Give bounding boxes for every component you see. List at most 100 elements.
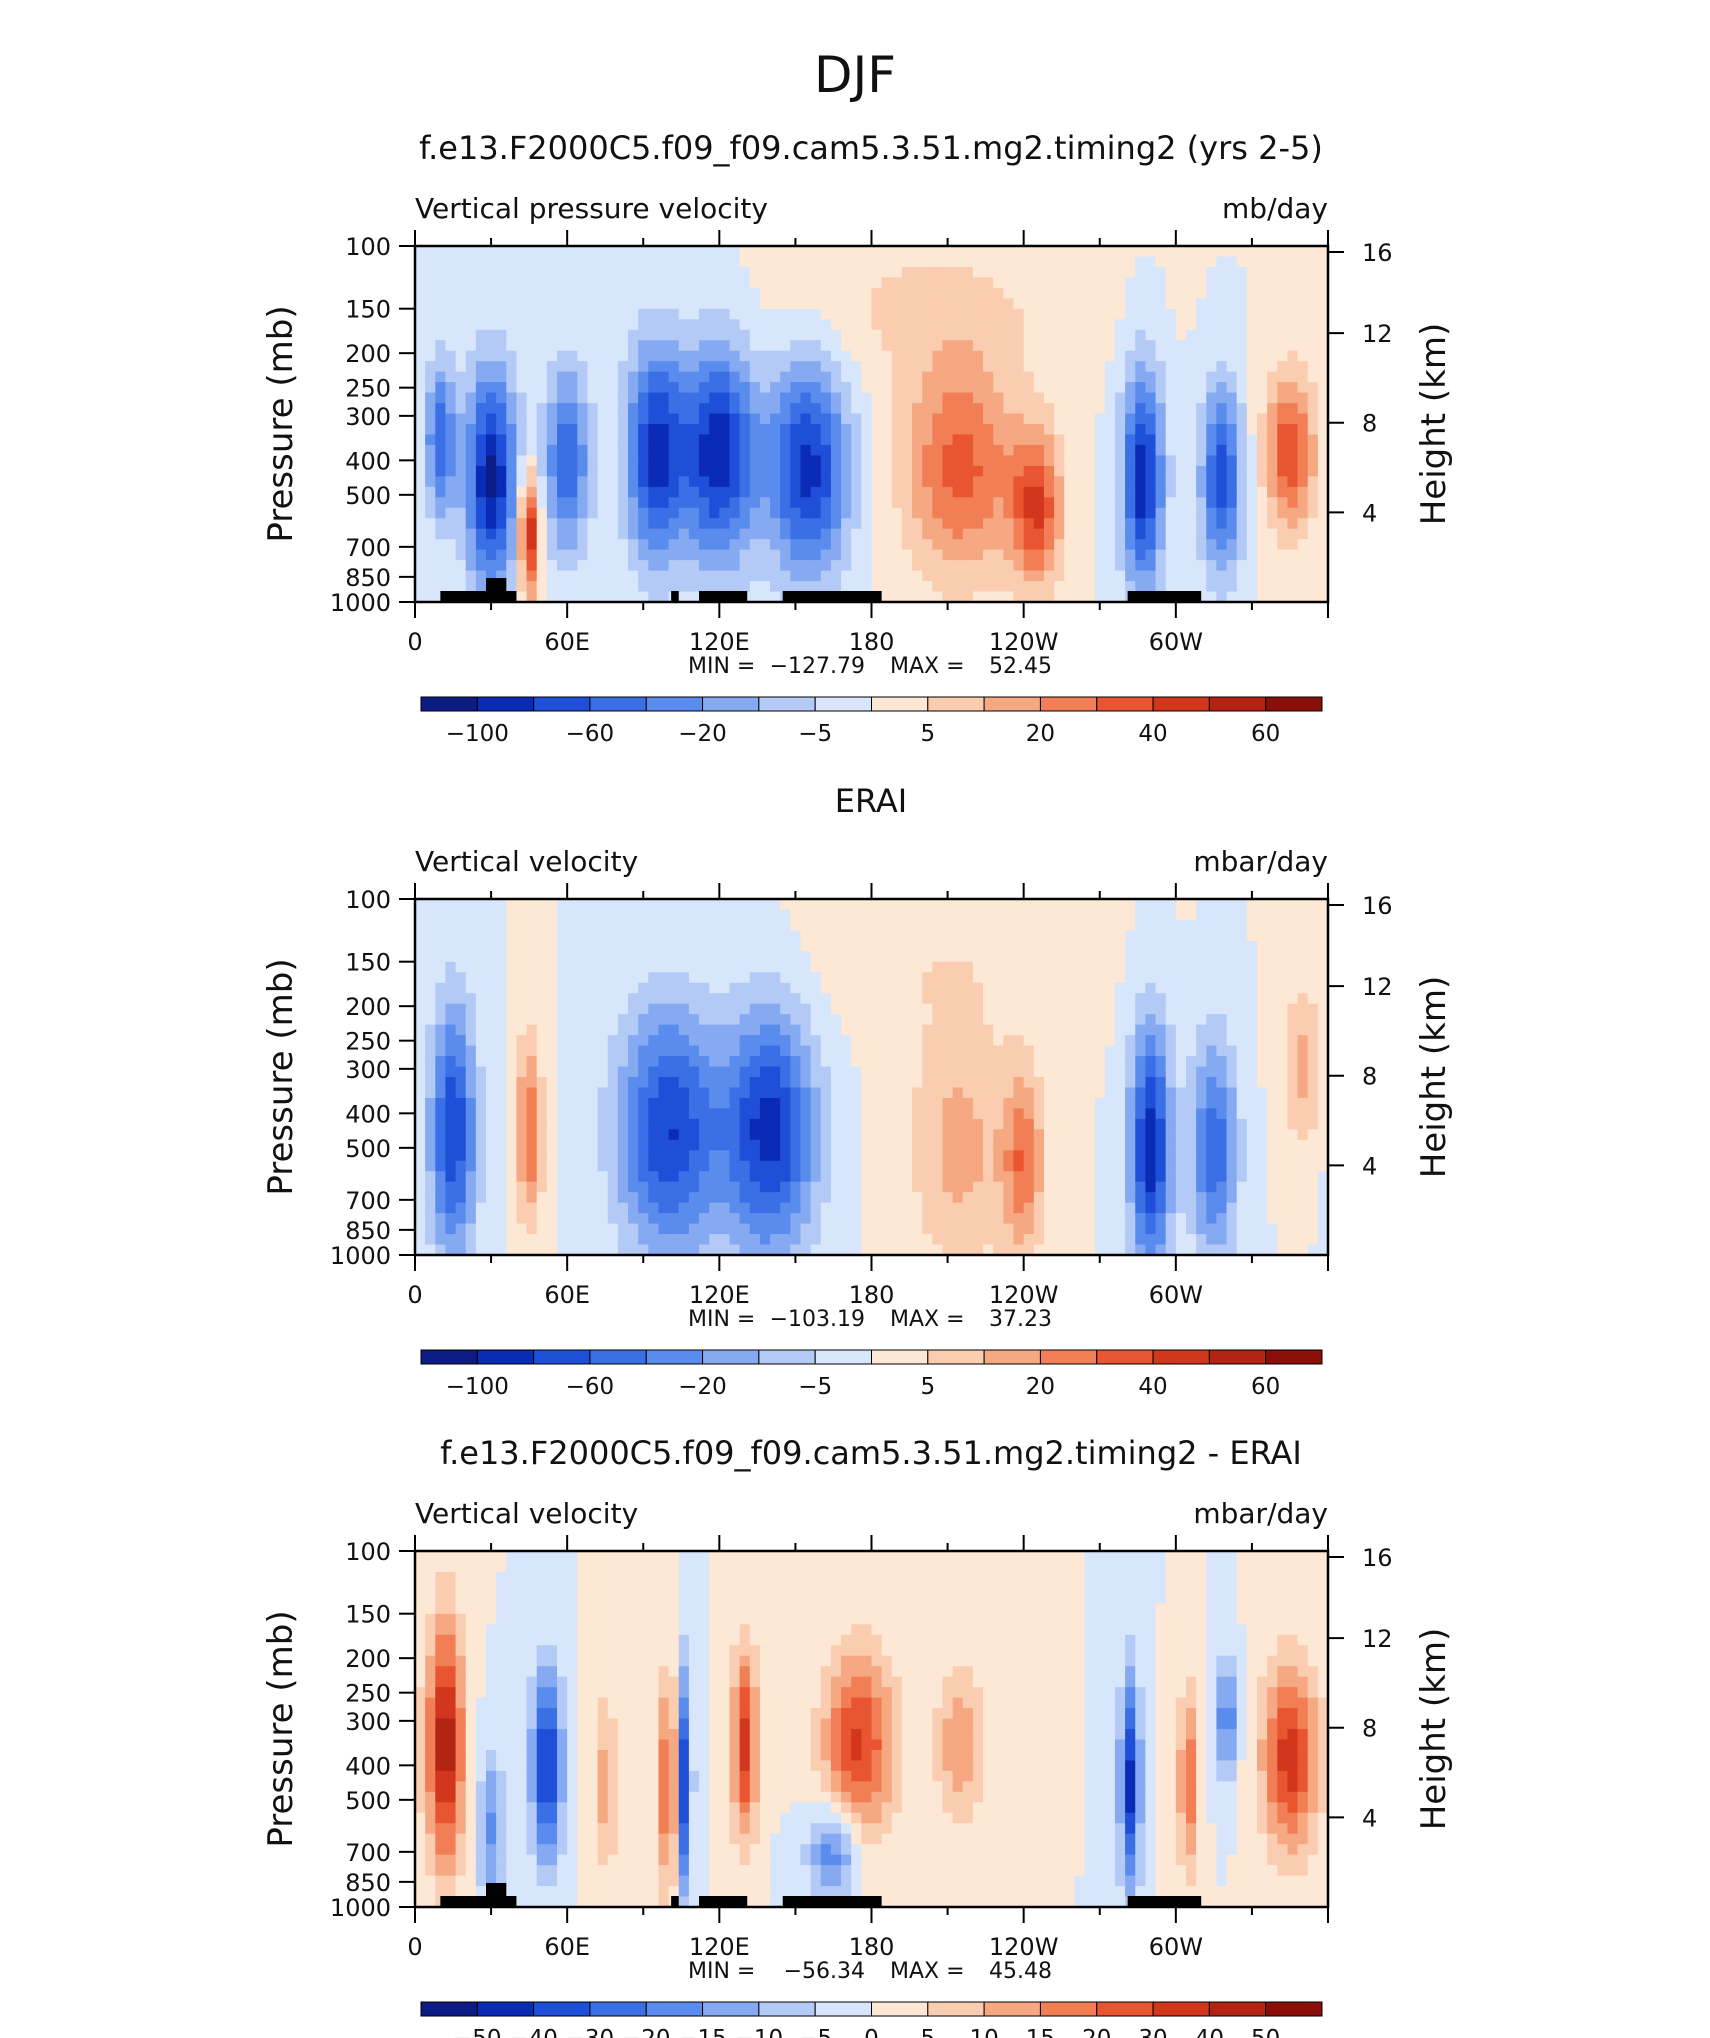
field-cell [1074, 340, 1086, 352]
field-cell [506, 1160, 518, 1172]
field-cell [841, 549, 852, 561]
field-cell [729, 518, 741, 530]
field-cell [851, 982, 862, 994]
field-cell [455, 539, 467, 551]
field-cell [688, 1160, 700, 1172]
field-cell [1094, 256, 1106, 268]
field-cell [780, 581, 791, 593]
field-cell [587, 298, 599, 310]
field-cell [922, 246, 933, 258]
field-cell [993, 371, 1004, 383]
field-cell [526, 1045, 538, 1057]
field-cell [567, 476, 578, 488]
field-cell [851, 1234, 862, 1246]
field-cell [688, 1035, 700, 1047]
field-cell [1206, 486, 1218, 498]
field-cell [932, 1056, 944, 1068]
field-cell [871, 1129, 883, 1141]
field-cell [1145, 403, 1157, 415]
field-cell [759, 951, 771, 963]
field-cell [1175, 246, 1187, 258]
field-cell [425, 392, 436, 404]
field-cell [820, 1066, 832, 1078]
field-cell [932, 1087, 944, 1099]
field-cell [1307, 591, 1319, 603]
field-cell [577, 486, 589, 498]
field-cell [952, 465, 964, 477]
field-cell [759, 1202, 771, 1214]
field-cell [465, 1181, 477, 1193]
field-cell [1033, 350, 1045, 362]
field-cell [506, 1202, 518, 1214]
field-cell [709, 413, 720, 425]
field-cell [658, 972, 670, 984]
field-cell [1236, 319, 1248, 331]
field-cell [486, 1014, 497, 1026]
field-cell [993, 298, 1004, 310]
field-cell [1064, 560, 1075, 572]
field-cell [1317, 371, 1329, 383]
field-cell [891, 424, 903, 436]
field-cell [435, 919, 447, 932]
field-cell [1216, 570, 1228, 582]
field-cell [425, 340, 436, 352]
field-cell [1256, 329, 1268, 341]
field-cell [465, 1139, 477, 1151]
field-cell [415, 1213, 426, 1225]
field-cell [719, 486, 731, 498]
field-cell [435, 1066, 447, 1078]
field-cell [445, 1087, 457, 1099]
field-cell [759, 361, 771, 373]
field-cell [638, 319, 649, 331]
field-cell [587, 340, 599, 352]
field-cell [1287, 277, 1299, 289]
field-cell [1307, 266, 1319, 279]
field-cell [1135, 382, 1146, 394]
field-cell [729, 1066, 741, 1078]
field-cell [587, 1171, 599, 1183]
field-cell [1145, 497, 1157, 509]
field-cell [1277, 371, 1289, 383]
field-cell [678, 287, 690, 299]
field-cell [445, 319, 457, 331]
field-cell [425, 1213, 436, 1225]
field-cell [1114, 287, 1126, 299]
field-cell [830, 266, 842, 279]
field-cell [952, 961, 964, 973]
field-cell [638, 581, 649, 593]
field-cell [729, 1003, 741, 1015]
field-cell [546, 382, 558, 394]
field-cell [709, 899, 720, 911]
field-cell [841, 507, 852, 519]
field-cell [1043, 298, 1055, 310]
field-cell [729, 570, 741, 582]
field-cell [851, 424, 862, 436]
field-cell [739, 1118, 751, 1130]
field-cell [820, 256, 832, 268]
field-cell [841, 308, 852, 320]
field-cell [1145, 528, 1157, 540]
field-cell [577, 570, 589, 582]
field-cell [638, 961, 649, 973]
field-cell [830, 277, 842, 289]
field-cell [597, 560, 609, 572]
field-cell [587, 993, 599, 1005]
y-axis-right-label: Height (km) [1414, 323, 1454, 526]
field-cell [1277, 560, 1289, 572]
field-cell [1206, 549, 1218, 561]
field-cell [1125, 465, 1136, 477]
field-cell [770, 444, 781, 457]
field-cell [891, 1150, 903, 1162]
field-cell [638, 518, 649, 530]
field-cell [475, 434, 487, 446]
field-cell [1165, 319, 1177, 331]
field-cell [1135, 539, 1146, 551]
field-cell [1165, 287, 1177, 299]
field-cell [526, 246, 538, 258]
field-cell [1307, 518, 1319, 530]
field-cell [800, 455, 812, 467]
field-cell [901, 982, 913, 994]
field-cell [648, 287, 660, 299]
field-cell [851, 1056, 862, 1068]
